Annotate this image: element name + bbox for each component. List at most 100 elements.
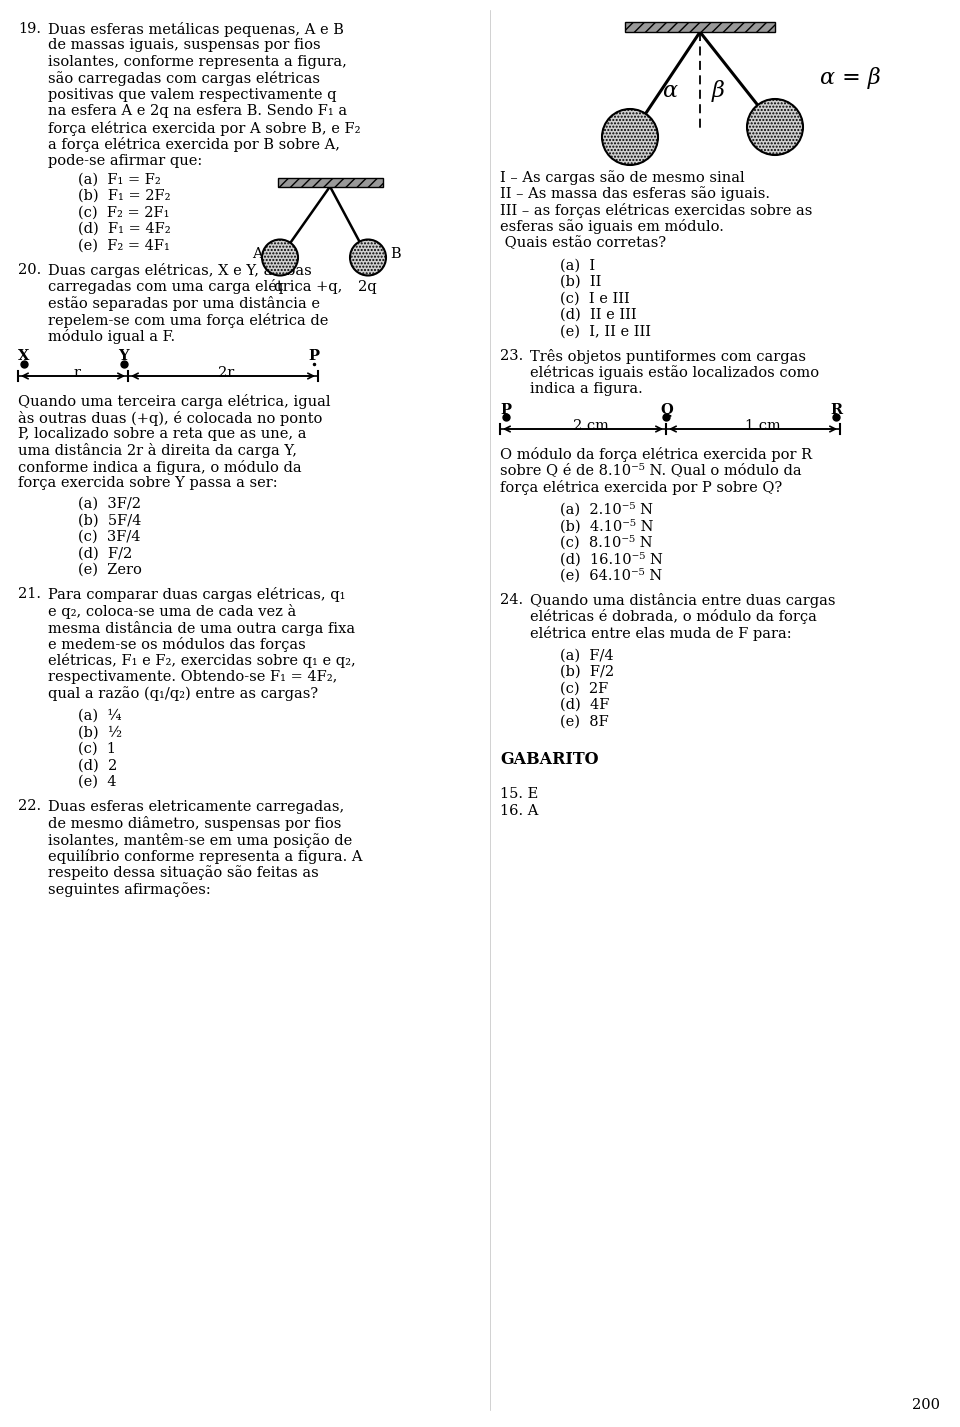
- Text: (a)  F/4: (a) F/4: [560, 648, 613, 662]
- Text: P: P: [500, 402, 511, 417]
- Text: Quais estão corretas?: Quais estão corretas?: [500, 235, 666, 250]
- Text: (b)  F₁ = 2F₂: (b) F₁ = 2F₂: [78, 188, 171, 203]
- Text: Três objetos puntiformes com cargas: Três objetos puntiformes com cargas: [530, 350, 806, 364]
- Text: P: P: [308, 350, 319, 364]
- Text: estão separadas por uma distância e: estão separadas por uma distância e: [48, 295, 320, 311]
- Text: (c)  2F: (c) 2F: [560, 682, 609, 695]
- Text: positivas que valem respectivamente q: positivas que valem respectivamente q: [48, 88, 337, 101]
- Text: O módulo da força elétrica exercida por R: O módulo da força elétrica exercida por …: [500, 447, 812, 462]
- Text: 15. E: 15. E: [500, 788, 539, 802]
- Text: às outras duas (+q), é colocada no ponto: às outras duas (+q), é colocada no ponto: [18, 411, 323, 425]
- Text: 21.: 21.: [18, 588, 41, 602]
- Text: 22.: 22.: [18, 799, 41, 813]
- Circle shape: [350, 240, 386, 275]
- Text: (d)  F₁ = 4F₂: (d) F₁ = 4F₂: [78, 223, 171, 235]
- Text: (d)  4F: (d) 4F: [560, 698, 610, 712]
- Text: (e)  Zero: (e) Zero: [78, 564, 142, 577]
- Text: e q₂, coloca-se uma de cada vez à: e q₂, coloca-se uma de cada vez à: [48, 604, 297, 619]
- Text: Para comparar duas cargas elétricas, q₁: Para comparar duas cargas elétricas, q₁: [48, 588, 346, 602]
- Text: (a)  2.10⁻⁵ N: (a) 2.10⁻⁵ N: [560, 502, 653, 517]
- Text: Quando uma distância entre duas cargas: Quando uma distância entre duas cargas: [530, 594, 835, 608]
- Text: 1 cm: 1 cm: [745, 420, 780, 432]
- Text: repelem-se com uma força elétrica de: repelem-se com uma força elétrica de: [48, 313, 328, 328]
- Text: (b)  4.10⁻⁵ N: (b) 4.10⁻⁵ N: [560, 519, 654, 534]
- Text: (c)  3F/4: (c) 3F/4: [78, 529, 140, 544]
- Bar: [277, 177, 382, 187]
- Bar: [625, 21, 775, 31]
- Circle shape: [747, 98, 803, 156]
- Text: 2q: 2q: [358, 280, 376, 294]
- Text: indica a figura.: indica a figura.: [530, 382, 643, 397]
- Text: 24.: 24.: [500, 594, 523, 606]
- Text: I – As cargas são de mesmo sinal: I – As cargas são de mesmo sinal: [500, 170, 745, 186]
- Text: 20.: 20.: [18, 263, 41, 277]
- Text: a força elétrica exercida por B sobre A,: a força elétrica exercida por B sobre A,: [48, 137, 340, 153]
- Text: r: r: [73, 365, 80, 380]
- Text: na esfera A e 2q na esfera B. Sendo F₁ a: na esfera A e 2q na esfera B. Sendo F₁ a: [48, 104, 348, 118]
- Text: 23.: 23.: [500, 350, 523, 362]
- Text: de massas iguais, suspensas por fios: de massas iguais, suspensas por fios: [48, 39, 321, 53]
- Text: esferas são iguais em módulo.: esferas são iguais em módulo.: [500, 220, 724, 234]
- Text: β: β: [712, 80, 725, 101]
- Text: q: q: [273, 280, 282, 294]
- Text: A: A: [252, 247, 263, 261]
- Text: (d)  F/2: (d) F/2: [78, 547, 132, 561]
- Text: 200: 200: [912, 1398, 940, 1411]
- Text: (a)  I: (a) I: [560, 258, 595, 273]
- Circle shape: [262, 240, 298, 275]
- Text: (b)  F/2: (b) F/2: [560, 665, 614, 679]
- Text: conforme indica a figura, o módulo da: conforme indica a figura, o módulo da: [18, 459, 301, 475]
- Text: α = β: α = β: [820, 67, 880, 88]
- Text: (e)  F₂ = 4F₁: (e) F₂ = 4F₁: [78, 238, 170, 253]
- Text: 16. A: 16. A: [500, 803, 539, 818]
- Text: são carregadas com cargas elétricas: são carregadas com cargas elétricas: [48, 71, 320, 87]
- Text: isolantes, conforme representa a figura,: isolantes, conforme representa a figura,: [48, 56, 347, 68]
- Text: respectivamente. Obtendo-se F₁ = 4F₂,: respectivamente. Obtendo-se F₁ = 4F₂,: [48, 671, 337, 684]
- Text: respeito dessa situação são feitas as: respeito dessa situação são feitas as: [48, 866, 319, 880]
- Text: carregadas com uma carga elétrica +q,: carregadas com uma carga elétrica +q,: [48, 280, 343, 294]
- Text: α: α: [662, 80, 677, 101]
- Text: elétricas, F₁ e F₂, exercidas sobre q₁ e q₂,: elétricas, F₁ e F₂, exercidas sobre q₁ e…: [48, 654, 356, 668]
- Text: (c)  I e III: (c) I e III: [560, 291, 630, 305]
- Text: isolantes, mantêm-se em uma posição de: isolantes, mantêm-se em uma posição de: [48, 832, 352, 848]
- Text: sobre Q é de 8.10⁻⁵ N. Qual o módulo da: sobre Q é de 8.10⁻⁵ N. Qual o módulo da: [500, 464, 802, 478]
- Text: R: R: [830, 402, 842, 417]
- Text: (e)  8F: (e) 8F: [560, 715, 609, 729]
- Text: força elétrica exercida por P sobre Q?: força elétrica exercida por P sobre Q?: [500, 479, 782, 495]
- Text: força elétrica exercida por A sobre B, e F₂: força elétrica exercida por A sobre B, e…: [48, 121, 361, 136]
- Text: B: B: [390, 247, 400, 261]
- Text: (e)  4: (e) 4: [78, 775, 116, 789]
- Text: GABARITO: GABARITO: [500, 751, 599, 768]
- Text: (e)  64.10⁻⁵ N: (e) 64.10⁻⁵ N: [560, 568, 662, 582]
- Text: II – As massa das esferas são iguais.: II – As massa das esferas são iguais.: [500, 187, 770, 201]
- Text: 2 cm: 2 cm: [573, 420, 609, 432]
- Text: qual a razão (q₁/q₂) entre as cargas?: qual a razão (q₁/q₂) entre as cargas?: [48, 686, 318, 702]
- Text: P, localizado sobre a reta que as une, a: P, localizado sobre a reta que as une, a: [18, 427, 306, 441]
- Text: (c)  1: (c) 1: [78, 742, 116, 756]
- Text: e medem-se os módulos das forças: e medem-se os módulos das forças: [48, 636, 305, 652]
- Text: elétricas é dobrada, o módulo da força: elétricas é dobrada, o módulo da força: [530, 609, 817, 625]
- Text: III – as forças elétricas exercidas sobre as: III – as forças elétricas exercidas sobr…: [500, 203, 812, 218]
- Text: (a)  3F/2: (a) 3F/2: [78, 497, 141, 511]
- Text: elétrica entre elas muda de F para:: elétrica entre elas muda de F para:: [530, 626, 792, 641]
- Text: de mesmo diâmetro, suspensas por fios: de mesmo diâmetro, suspensas por fios: [48, 816, 342, 831]
- Text: (e)  I, II e III: (e) I, II e III: [560, 324, 651, 338]
- Text: Duas esferas metálicas pequenas, A e B: Duas esferas metálicas pequenas, A e B: [48, 21, 344, 37]
- Text: equilíbrio conforme representa a figura. A: equilíbrio conforme representa a figura.…: [48, 849, 363, 863]
- Text: força exercida sobre Y passa a ser:: força exercida sobre Y passa a ser:: [18, 477, 277, 491]
- Text: (a)  F₁ = F₂: (a) F₁ = F₂: [78, 173, 160, 187]
- Text: Duas esferas eletricamente carregadas,: Duas esferas eletricamente carregadas,: [48, 799, 345, 813]
- Text: (d)  2: (d) 2: [78, 759, 117, 772]
- Text: 2r: 2r: [218, 365, 234, 380]
- Text: uma distância 2r à direita da carga Y,: uma distância 2r à direita da carga Y,: [18, 444, 297, 458]
- Text: mesma distância de uma outra carga fixa: mesma distância de uma outra carga fixa: [48, 621, 355, 635]
- Text: (d)  II e III: (d) II e III: [560, 308, 636, 323]
- Text: X: X: [18, 350, 30, 364]
- Text: (c)  8.10⁻⁵ N: (c) 8.10⁻⁵ N: [560, 535, 653, 549]
- Text: Duas cargas elétricas, X e Y, ambas: Duas cargas elétricas, X e Y, ambas: [48, 263, 312, 278]
- Text: 19.: 19.: [18, 21, 41, 36]
- Text: Quando uma terceira carga elétrica, igual: Quando uma terceira carga elétrica, igua…: [18, 394, 330, 410]
- Text: Y: Y: [118, 350, 129, 364]
- Text: (b)  ½: (b) ½: [78, 725, 122, 739]
- Text: seguintes afirmações:: seguintes afirmações:: [48, 882, 211, 898]
